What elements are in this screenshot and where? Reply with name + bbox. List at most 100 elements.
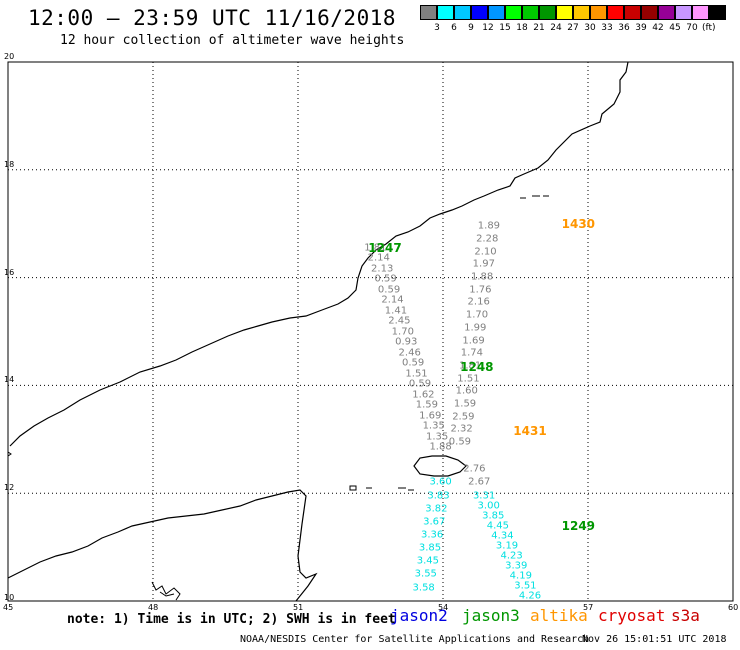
socotra-island xyxy=(413,455,467,477)
wave-height-value: 1.81 xyxy=(459,360,482,372)
wave-height-value: 1.97 xyxy=(472,258,495,270)
wave-height-value: 1.81 xyxy=(364,242,387,254)
wave-height-value: 3.36 xyxy=(420,529,444,541)
footer-note: note: 1) Time is in UTC; 2) SWH is in fe… xyxy=(67,612,396,627)
legend-swatch xyxy=(692,5,709,20)
wave-height-value: 1.76 xyxy=(469,284,492,296)
wave-height-value: 4.23 xyxy=(500,550,523,562)
wave-height-value: 2.10 xyxy=(474,246,497,258)
wave-height-value: 1.51 xyxy=(405,368,428,380)
wave-height-value: 3.60 xyxy=(429,476,452,488)
wave-height-value: 3.82 xyxy=(425,503,448,515)
pass-time-label: 1248 xyxy=(460,359,494,374)
legend-label: 33 xyxy=(601,23,613,33)
wave-height-value: 4.45 xyxy=(486,520,509,532)
legend-swatch xyxy=(641,5,658,20)
wave-height-value: 3.58 xyxy=(412,582,435,594)
wave-height-value: 1.89 xyxy=(477,220,501,232)
legend-label: 18 xyxy=(516,23,528,33)
legend-swatch xyxy=(607,5,624,20)
legend-label: 21 xyxy=(533,23,545,33)
lon-tick-label: 45 xyxy=(3,603,14,612)
wave-height-value: 1.51 xyxy=(457,373,480,385)
wave-height-value: 2.76 xyxy=(463,463,486,475)
wave-height-value: 1.60 xyxy=(455,385,478,397)
wave-height-value: 2.67 xyxy=(468,476,491,488)
legend-swatch xyxy=(437,5,454,20)
wave-height-value: 3.39 xyxy=(505,560,528,572)
wave-height-value: 2.46 xyxy=(398,347,421,359)
wave-height-value: 2.32 xyxy=(450,423,473,435)
wave-height-value: 3.19 xyxy=(495,540,519,552)
map-title: 12:00 – 23:59 UTC 11/16/2018 xyxy=(28,6,397,30)
wave-height-value: 1.62 xyxy=(412,389,435,401)
credit-text: NOAA/NESDIS Center for Satellite Applica… xyxy=(240,634,590,645)
wave-height-value: 4.19 xyxy=(509,570,532,582)
wave-height-value: 1.35 xyxy=(426,431,449,443)
legend-swatch xyxy=(573,5,590,20)
wave-height-value: 4.34 xyxy=(491,530,514,542)
legend-label: 39 xyxy=(635,23,647,33)
wave-height-value: 3.31 xyxy=(472,490,496,502)
wave-height-value: 2.13 xyxy=(371,263,394,275)
legend-swatch xyxy=(420,5,437,20)
wave-height-value: 0.59 xyxy=(374,273,397,285)
wave-height-value: 0.93 xyxy=(395,336,418,348)
legend-label: 70 xyxy=(686,23,698,33)
legend-label: 45 xyxy=(669,23,681,33)
wave-height-value: 1.35 xyxy=(422,420,445,432)
lat-tick-label: 16 xyxy=(4,267,15,277)
legend-label: 3 xyxy=(434,23,440,33)
lon-tick-label: 57 xyxy=(583,603,594,612)
west-coast-point xyxy=(7,451,12,457)
satellite-label-jason2: jason2 xyxy=(390,606,448,625)
lon-tick-label: 48 xyxy=(148,603,159,612)
minor-islands xyxy=(349,485,414,491)
grid-lines xyxy=(8,62,733,601)
wave-height-value: 0.59 xyxy=(377,284,401,296)
satellite-label-altika: altika xyxy=(530,606,588,625)
pass-time-label: 1247 xyxy=(368,240,402,255)
coastline-somalia xyxy=(7,489,318,602)
wave-height-value: 0.59 xyxy=(401,357,425,369)
legend-label: 6 xyxy=(451,23,457,33)
wave-height-value: 2.28 xyxy=(476,233,499,245)
satellite-label-cryosat: cryosat xyxy=(598,606,666,625)
wave-height-value: 3.51 xyxy=(514,580,537,592)
legend-unit: (ft) xyxy=(702,23,716,33)
wave-height-value: 2.14 xyxy=(367,252,390,264)
coastline-arabia xyxy=(9,61,629,447)
pass-time-label: 1430 xyxy=(561,216,596,231)
legend-swatch xyxy=(505,5,522,20)
wave-height-value: 3.85 xyxy=(418,542,442,554)
wave-height-value: 1.88 xyxy=(470,271,494,283)
lon-tick-label: 54 xyxy=(438,603,449,612)
wave-height-value: 2.16 xyxy=(467,296,490,308)
lat-tick-label: 18 xyxy=(4,159,15,169)
wave-height-value: 1.70 xyxy=(465,309,489,321)
wave-height-value: 2.59 xyxy=(452,411,475,423)
wave-height-value: 1.88 xyxy=(429,441,452,453)
legend-swatch xyxy=(658,5,675,20)
lon-tick-label: 60 xyxy=(728,603,739,612)
wave-height-value: 3.67 xyxy=(423,516,446,528)
legend-swatch xyxy=(624,5,641,20)
map-frame xyxy=(7,61,734,602)
wave-height-value: 3.85 xyxy=(482,510,505,522)
wave-height-value: 4.26 xyxy=(518,590,542,602)
lon-tick-label: 51 xyxy=(293,603,304,612)
lat-tick-label: 14 xyxy=(4,375,15,385)
legend-label: 24 xyxy=(550,23,562,33)
legend-label: 30 xyxy=(584,23,596,33)
coastline-small-islands xyxy=(520,195,549,199)
legend-swatch xyxy=(556,5,573,20)
lat-tick-label: 20 xyxy=(4,52,15,61)
satellite-label-s3a: s3a xyxy=(671,606,700,625)
legend-label: 15 xyxy=(499,23,511,33)
legend-swatch xyxy=(522,5,539,20)
wave-height-value: 0.59 xyxy=(448,436,472,448)
wave-height-value: 1.59 xyxy=(453,398,477,410)
wave-height-value: 1.99 xyxy=(464,322,487,334)
wave-height-value: 2.45 xyxy=(388,315,411,327)
legend-label: 9 xyxy=(468,23,474,33)
